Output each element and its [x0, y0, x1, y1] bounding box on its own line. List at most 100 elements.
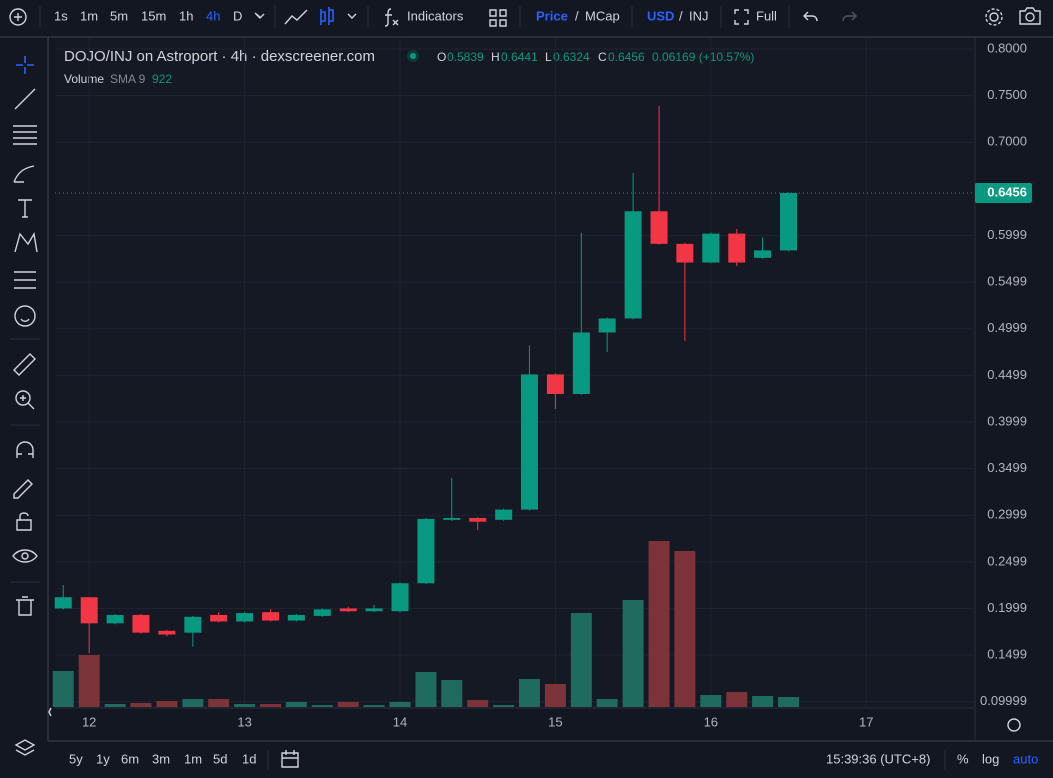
- lock-tool[interactable]: [16, 512, 32, 531]
- redo-icon[interactable]: [842, 11, 857, 22]
- slash: /: [679, 8, 683, 23]
- indicators-button[interactable]: Indicators: [407, 8, 464, 23]
- ohlc-value: 0.6324: [553, 50, 590, 64]
- candle-body: [443, 517, 461, 520]
- pupil: [21, 552, 29, 560]
- volume-bar: [726, 692, 748, 707]
- volume-bar: [389, 702, 411, 707]
- pattern-tool[interactable]: [14, 232, 38, 253]
- x-tick-label: 16: [704, 714, 718, 729]
- interval-button[interactable]: 1h: [179, 8, 193, 23]
- settings-icon[interactable]: [989, 12, 999, 22]
- y-tick-label: 0.1999: [987, 600, 1027, 615]
- price-toggle[interactable]: Price: [536, 8, 568, 23]
- ohlc-key: O: [437, 50, 446, 64]
- range-button[interactable]: 3m: [152, 751, 170, 766]
- text-tool[interactable]: [18, 199, 32, 218]
- candle-body: [132, 614, 150, 633]
- interval-button[interactable]: D: [233, 8, 242, 23]
- grid: [55, 38, 975, 708]
- full-button[interactable]: Full: [756, 8, 777, 23]
- candle-body: [702, 233, 720, 263]
- interval-button[interactable]: 1s: [54, 8, 68, 23]
- templates-icon[interactable]: [489, 9, 507, 27]
- add-symbol-icon[interactable]: [9, 8, 27, 26]
- candles-icon[interactable]: [320, 7, 334, 25]
- y-tick-label: 0.1499: [987, 647, 1027, 662]
- fib-tool[interactable]: [13, 125, 37, 145]
- interval-button[interactable]: 5m: [110, 8, 128, 23]
- volume-bar: [285, 702, 307, 707]
- range-button[interactable]: 1m: [184, 751, 202, 766]
- brush-tool[interactable]: [13, 165, 35, 183]
- axis-settings-icon[interactable]: [1007, 718, 1021, 732]
- emoji-tool[interactable]: [14, 305, 36, 327]
- toolbar-texts: 1s 1m 5m 15m 1h 4h D Indicators Price / …: [54, 8, 777, 23]
- volume-bar: [311, 705, 333, 707]
- candle-body: [106, 614, 124, 624]
- percent-toggle[interactable]: %: [957, 751, 969, 766]
- last-price-tag: [975, 182, 1032, 203]
- candle-body: [650, 211, 668, 244]
- lock-draw-tool[interactable]: [13, 479, 33, 499]
- volume-bar: [441, 680, 463, 707]
- candle-body: [158, 630, 176, 635]
- interval-button-active[interactable]: 4h: [206, 8, 220, 23]
- symbol-title: DOJO/INJ on Astroport · 4h · dexscreener…: [64, 48, 375, 65]
- undo-icon[interactable]: [803, 11, 818, 22]
- range-button[interactable]: 1y: [96, 751, 110, 766]
- object-tree-icon[interactable]: [14, 739, 36, 756]
- volume-bar: [570, 613, 592, 707]
- slash: /: [575, 8, 579, 23]
- chart-type-dropdown[interactable]: [347, 13, 357, 19]
- fullscreen-icon[interactable]: [734, 9, 749, 25]
- interval-button[interactable]: 15m: [141, 8, 166, 23]
- candle-body: [417, 518, 435, 584]
- volume-bar: [622, 600, 644, 707]
- candle-body: [365, 608, 383, 612]
- ruler-tool[interactable]: [13, 353, 36, 376]
- crosshair-tool[interactable]: [16, 56, 34, 74]
- volume-bar: [337, 702, 359, 707]
- range-button[interactable]: 5y: [69, 751, 83, 766]
- magnet-tool[interactable]: [16, 441, 34, 458]
- snapshot-icon[interactable]: [1019, 7, 1041, 25]
- clock: 15:39:36 (UTC+8): [826, 751, 930, 766]
- line-chart-icon[interactable]: [284, 9, 308, 25]
- auto-toggle[interactable]: auto: [1013, 751, 1038, 766]
- goto-date-icon[interactable]: [281, 750, 299, 768]
- range-button[interactable]: 5d: [213, 751, 227, 766]
- volume-bar: [544, 684, 566, 707]
- range-button[interactable]: 1d: [242, 751, 256, 766]
- change-value: 0.06169 (+10.57%): [652, 50, 754, 64]
- hide-tool[interactable]: [12, 549, 38, 563]
- mcap-toggle[interactable]: MCap: [585, 8, 620, 23]
- bottom-bar: 5y 1y 6m 3m 1m 5d 1d 15:39:36 (UTC+8) % …: [69, 718, 1038, 770]
- chart-pane: [55, 38, 975, 708]
- usd-toggle[interactable]: USD: [647, 8, 674, 23]
- y-tick-label: 0.3499: [987, 460, 1027, 475]
- trendline-tool[interactable]: [14, 88, 36, 110]
- zoom-tool[interactable]: [15, 390, 31, 406]
- x-tick-label: 13: [237, 714, 251, 729]
- ohlc-key: L: [545, 50, 552, 64]
- volume-bar: [648, 541, 670, 707]
- delete-tool[interactable]: [16, 596, 34, 616]
- prediction-tool[interactable]: [14, 271, 36, 289]
- top-icons: [9, 6, 1041, 28]
- log-toggle[interactable]: log: [982, 751, 999, 766]
- plus-icon: [14, 13, 22, 21]
- inj-toggle[interactable]: INJ: [689, 8, 709, 23]
- y-tick-label: 0.09999: [980, 693, 1027, 708]
- indicators-icon[interactable]: [384, 8, 399, 27]
- range-button[interactable]: 6m: [121, 751, 139, 766]
- ohlc-value: 0.5839: [447, 50, 484, 64]
- candle-body: [546, 374, 564, 394]
- interval-dropdown[interactable]: [255, 13, 265, 19]
- candle-body: [339, 608, 357, 612]
- candle-body: [262, 612, 280, 621]
- collapse-toggle[interactable]: [48, 707, 52, 717]
- legend: DOJO/INJ on Astroport · 4h · dexscreener…: [64, 48, 754, 86]
- interval-button[interactable]: 1m: [80, 8, 98, 23]
